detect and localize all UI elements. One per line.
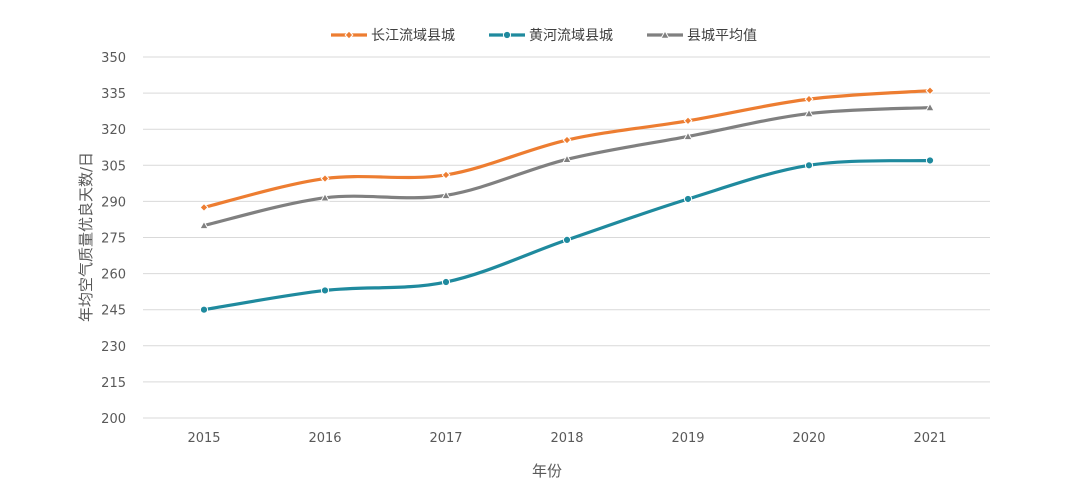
data-point xyxy=(441,190,451,200)
data-point xyxy=(925,156,935,165)
legend-marker xyxy=(502,30,512,40)
data-point xyxy=(562,135,572,145)
x-tick-label: 2016 xyxy=(308,431,341,446)
y-tick-label: 215 xyxy=(101,376,126,391)
series-line xyxy=(202,89,932,210)
series-1 xyxy=(199,156,935,314)
data-point xyxy=(320,286,330,295)
legend: 长江流域县城 黄河流域县城 县城平均值 xyxy=(331,27,757,44)
legend-marker xyxy=(344,30,354,40)
x-axis-title: 年份 xyxy=(532,462,562,480)
y-tick-label: 230 xyxy=(101,340,126,355)
x-tick-label: 2017 xyxy=(429,431,462,446)
data-point xyxy=(199,305,209,314)
x-tick-label: 2018 xyxy=(550,431,583,446)
data-point xyxy=(925,102,935,112)
y-tick-label: 275 xyxy=(101,232,126,247)
x-tick-label: 2019 xyxy=(671,431,704,446)
series-line xyxy=(202,158,932,312)
data-point xyxy=(199,202,209,212)
legend-item: 县城平均值 xyxy=(647,28,757,44)
legend-label: 长江流域县城 xyxy=(371,28,455,44)
data-point xyxy=(562,154,572,163)
series-0 xyxy=(199,86,935,212)
y-tick-label: 290 xyxy=(101,195,126,210)
y-tick-label: 335 xyxy=(101,87,126,102)
legend-item: 黄河流域县城 xyxy=(489,27,613,44)
data-point xyxy=(562,235,572,245)
legend-label: 县城平均值 xyxy=(687,28,757,44)
y-tick-label: 245 xyxy=(101,304,126,319)
x-tick-label: 2015 xyxy=(187,431,220,446)
data-point xyxy=(441,170,451,180)
data-point xyxy=(320,192,330,202)
legend-marker xyxy=(660,29,670,39)
legend-item: 长江流域县城 xyxy=(331,28,455,44)
data-point xyxy=(804,108,814,118)
y-axis-ticks: 200 215 230 245 260 275 290 305 320 335 350 xyxy=(101,51,126,427)
data-point xyxy=(683,131,693,141)
data-point xyxy=(441,277,451,287)
data-point xyxy=(683,116,693,126)
y-tick-label: 305 xyxy=(101,159,126,174)
x-axis-ticks: 2015 2016 2017 2018 2019 2020 2021 xyxy=(187,431,946,446)
data-point xyxy=(804,94,814,104)
x-tick-label: 2020 xyxy=(792,431,825,446)
data-point xyxy=(199,220,209,230)
y-tick-label: 320 xyxy=(101,123,126,138)
data-point xyxy=(683,194,693,204)
data-point xyxy=(925,86,935,96)
x-tick-label: 2021 xyxy=(913,431,946,446)
series-2 xyxy=(199,102,935,230)
y-tick-label: 350 xyxy=(101,51,126,66)
data-point xyxy=(320,174,330,184)
data-point xyxy=(804,161,814,170)
series-lines xyxy=(199,86,935,314)
series-line xyxy=(202,105,932,228)
y-tick-label: 200 xyxy=(101,412,126,427)
y-tick-label: 260 xyxy=(101,268,126,283)
legend-label: 黄河流域县城 xyxy=(529,27,613,44)
y-axis-title: 年均空气质量优良天数/日 xyxy=(77,152,95,322)
